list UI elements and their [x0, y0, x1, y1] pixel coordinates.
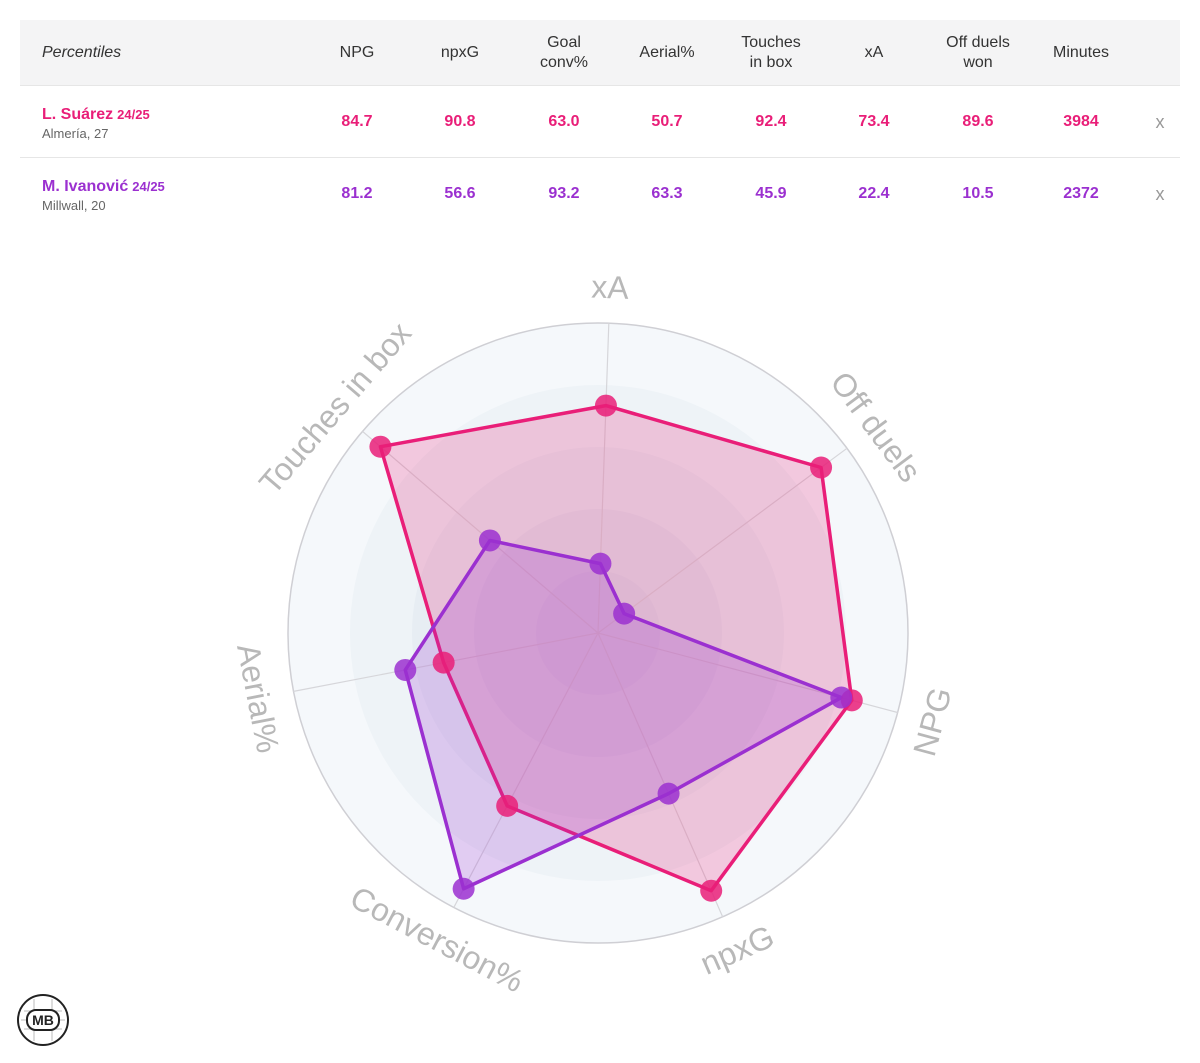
value-minutes: 2372 — [1063, 185, 1099, 202]
col-header-goal-conv: Goal conv% — [539, 33, 589, 71]
radar-series — [369, 394, 863, 902]
radar-point — [394, 658, 417, 681]
radar-spoke — [362, 430, 599, 634]
player-season: 24/25 — [117, 107, 150, 122]
col-header-npxg: npxG — [440, 43, 480, 61]
col-header-off-duels-won: Off duels won — [946, 33, 1010, 71]
radar-point — [478, 529, 501, 552]
player-name[interactable]: M. Ivanović 24/25 — [42, 178, 165, 196]
value-npg: 81.2 — [341, 185, 373, 202]
table-header: Percentiles NPG npxG Goal conv% Aerial% … — [20, 20, 1180, 85]
radar-point — [589, 552, 612, 575]
col-header-npg: NPG — [339, 43, 375, 61]
radar-area-1 — [378, 403, 854, 893]
radar-spoke — [597, 447, 848, 634]
value-goal-conv: 63.0 — [548, 113, 580, 130]
mb-logo-icon: MB — [17, 994, 69, 1046]
percentiles-label: Percentiles — [42, 44, 122, 61]
radar-point — [496, 794, 519, 817]
player-season: 24/25 — [132, 179, 165, 194]
value-touches-in-box: 92.4 — [755, 113, 787, 130]
col-header-xa: xA — [864, 43, 884, 61]
value-touches-in-box: 45.9 — [755, 185, 787, 202]
value-xa: 22.4 — [858, 185, 890, 202]
radar-spoke — [597, 632, 724, 918]
player-club: Millwall, 20 — [42, 198, 106, 213]
value-off-duels-won: 89.6 — [962, 113, 994, 130]
col-header-minutes: Minutes — [1052, 43, 1110, 61]
radar-point — [657, 782, 680, 805]
radar-axis-label: Aerial% — [230, 641, 286, 756]
radar-axis-label: xA — [591, 269, 630, 306]
radar-point — [613, 602, 636, 625]
radar-point — [452, 877, 475, 900]
radar-axis-label: npxG — [695, 918, 780, 982]
player-name-text: M. Ivanović — [42, 178, 129, 195]
logo-text: MB — [32, 1012, 54, 1028]
remove-player-button[interactable]: x — [1155, 184, 1165, 204]
value-aerial: 63.3 — [651, 185, 683, 202]
player-name-text: L. Suárez — [42, 106, 114, 123]
percentile-table: Percentiles NPG npxG Goal conv% Aerial% … — [20, 20, 1180, 229]
col-header-touches-in-box: Touches in box — [741, 33, 801, 71]
radar-point — [830, 686, 853, 709]
radar-point — [810, 456, 833, 479]
table-row: L. Suárez 24/25 Almería, 27 84.7 90.8 63.… — [20, 85, 1180, 158]
value-xa: 73.4 — [858, 113, 890, 130]
value-aerial: 50.7 — [651, 113, 683, 130]
radar-background — [287, 322, 909, 944]
radar-point — [432, 651, 455, 674]
col-header-aerial: Aerial% — [639, 43, 695, 61]
value-minutes: 3984 — [1063, 113, 1099, 130]
radar-spoke — [453, 632, 599, 908]
player-club: Almería, 27 — [42, 126, 109, 141]
player-name[interactable]: L. Suárez 24/25 — [42, 106, 150, 124]
value-off-duels-won: 10.5 — [962, 185, 994, 202]
remove-player-button[interactable]: x — [1155, 112, 1165, 132]
radar-point — [594, 394, 617, 417]
radar-spoke — [597, 323, 610, 634]
radar-point — [700, 879, 723, 902]
radar-point — [369, 435, 392, 458]
value-npg: 84.7 — [341, 113, 373, 130]
radar-axis-label: NPG — [906, 684, 959, 760]
table-row: M. Ivanović 24/25 Millwall, 20 81.2 56.6 … — [20, 158, 1180, 229]
value-npxg: 56.6 — [444, 185, 476, 202]
value-npxg: 90.8 — [444, 113, 476, 130]
value-goal-conv: 93.2 — [548, 185, 580, 202]
